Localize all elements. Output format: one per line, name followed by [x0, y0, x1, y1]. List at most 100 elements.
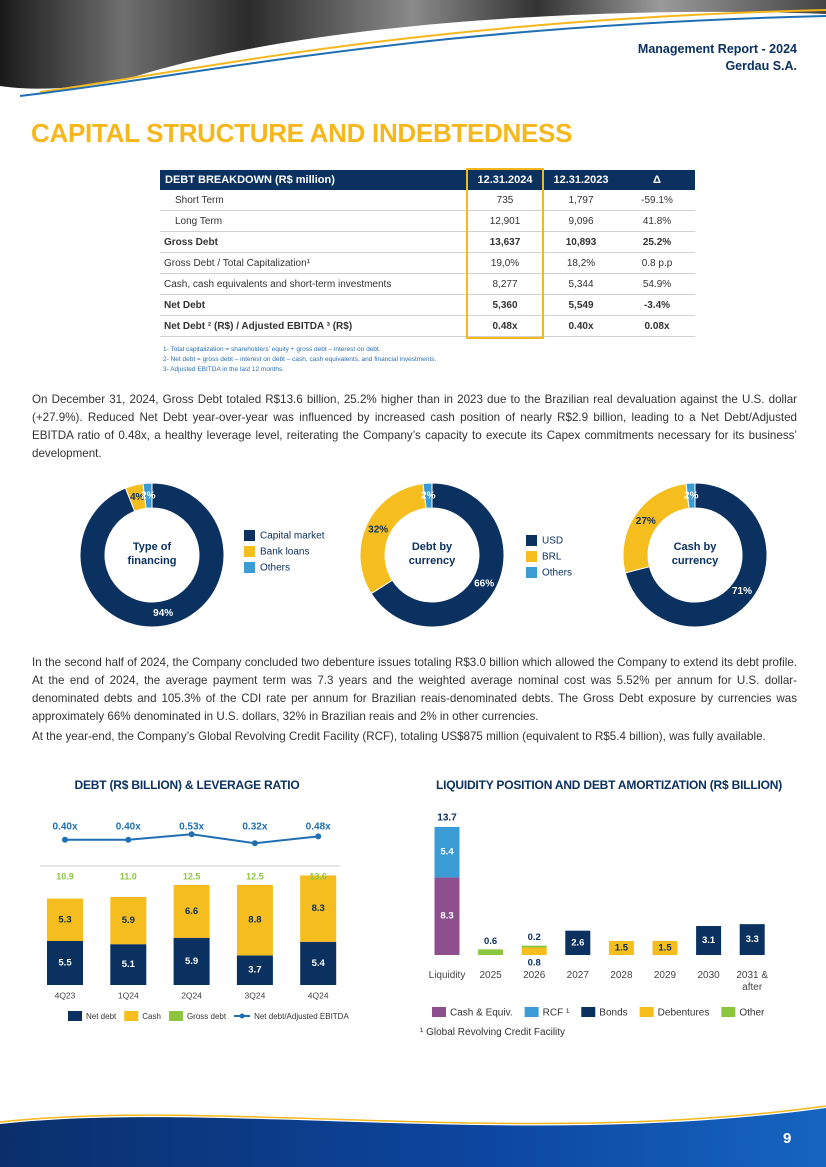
- legend-label: Others: [260, 563, 290, 574]
- bar: [173, 885, 210, 938]
- x-tick-label: 3Q24: [245, 990, 266, 1000]
- line-label: 0.40x: [116, 822, 141, 833]
- pie-center-title: Debt by currency: [408, 541, 456, 567]
- gross-label: 10.9: [56, 871, 74, 881]
- legend-swatch: [168, 1011, 183, 1021]
- page-title: CAPITAL STRUCTURE AND INDEBTEDNESS: [31, 118, 573, 148]
- line-point: [62, 836, 68, 843]
- line-label: 0.32x: [242, 822, 267, 833]
- footnote: 1- Total capitalization = shareholders’ …: [163, 346, 381, 353]
- legend-label: USD: [542, 536, 563, 547]
- table-cell: Long Term: [160, 211, 467, 232]
- line-label: 0.40x: [52, 822, 77, 833]
- pie-label: 71%: [732, 586, 752, 597]
- x-tick-label: 2031 & after: [736, 970, 769, 993]
- legend-label: Other: [739, 1008, 765, 1019]
- bar-label: 0.2: [528, 932, 541, 943]
- x-tick-label: 2029: [653, 970, 677, 981]
- table-cell: 12,901: [467, 211, 543, 232]
- legend-swatch: [526, 551, 537, 562]
- chart-title: DEBT (R$ BILLION) & LEVERAGE RATIO: [75, 778, 300, 792]
- table-cell: 19,0%: [467, 253, 543, 274]
- bar: [173, 937, 210, 985]
- x-tick-label: Liquidity: [428, 970, 466, 981]
- bar: [565, 930, 591, 955]
- bar-label: 3.3: [746, 934, 759, 945]
- table-cell: 25.2%: [619, 232, 695, 253]
- legend-label: Capital market: [260, 531, 325, 542]
- legend-label: Cash & Equiv.: [450, 1008, 513, 1019]
- pie-slice: [79, 482, 225, 628]
- bar-label: 8.8: [248, 915, 261, 926]
- bar: [478, 949, 504, 955]
- table-cell: 8,277: [467, 274, 543, 295]
- chart-title: LIQUIDITY POSITION AND DEBT AMORTIZATION…: [436, 778, 782, 792]
- x-tick-label: 2028: [610, 970, 633, 981]
- bar-label: 5.4: [312, 958, 326, 969]
- pie-center-title: Type of financing: [127, 541, 177, 567]
- page-number: 9: [783, 1130, 792, 1147]
- bar-label: 8.3: [312, 903, 325, 914]
- legend-swatch: [244, 530, 255, 541]
- footer-wave: [0, 1108, 826, 1167]
- bar: [434, 877, 460, 955]
- header-report: Management Report - 2024: [637, 42, 797, 56]
- bar: [110, 897, 147, 945]
- table-header-cell: DEBT BREAKDOWN (R$ million): [165, 174, 335, 186]
- gross-label: 11.0: [120, 871, 137, 881]
- pie-label: 66%: [474, 578, 494, 589]
- table-cell: -59.1%: [619, 190, 695, 211]
- pie-slice: [142, 482, 153, 509]
- line-point: [188, 831, 195, 838]
- legend-swatch: [432, 1007, 446, 1017]
- bar: [300, 875, 337, 942]
- total-label: 13.7: [437, 813, 457, 824]
- bar: [608, 940, 634, 955]
- bar-label: 1.5: [615, 943, 629, 954]
- pie-label: 94%: [153, 608, 173, 619]
- table-cell: 0.40x: [543, 316, 619, 337]
- header-company: Gerdau S.A.: [725, 59, 797, 73]
- pie-label: 2%: [141, 490, 156, 501]
- bar: [696, 926, 722, 955]
- table-header-cell: Δ: [653, 174, 661, 186]
- swoosh: [39, 9, 826, 93]
- table-cell: -3.4%: [619, 295, 695, 316]
- line-label: 0.53x: [179, 822, 204, 833]
- legend-label: Net debt/Adjusted EBITDA: [254, 1012, 349, 1021]
- legend-label: Debentures: [658, 1008, 710, 1019]
- bar: [521, 945, 547, 948]
- table-cell: 9,096: [543, 211, 619, 232]
- bar-label: 5.5: [58, 958, 72, 969]
- bar-label: 2.6: [571, 937, 584, 948]
- x-tick-label: 1Q24: [118, 990, 139, 1000]
- table-cell: 735: [467, 190, 543, 211]
- legend-swatch: [581, 1007, 596, 1017]
- paragraph: At the year-end, the Company’s Global Re…: [32, 730, 766, 743]
- legend-label: Cash: [142, 1012, 161, 1021]
- bar: [300, 941, 337, 985]
- legend-label: RCF ¹: [543, 1008, 570, 1019]
- bar: [236, 885, 273, 956]
- table-cell: 0.48x: [467, 316, 543, 337]
- legend-swatch: [526, 535, 537, 546]
- table-cell: 0.08x: [619, 316, 695, 337]
- bar-label: 8.3: [440, 911, 453, 922]
- x-tick-label: 2Q24: [181, 990, 202, 1000]
- pie-label: 4%: [130, 492, 145, 503]
- bar: [434, 826, 460, 878]
- swoosh: [19, 15, 826, 97]
- bar-label: 5.1: [122, 959, 136, 970]
- line-label: 0.48x: [306, 822, 331, 833]
- bar-label: 0.8: [528, 958, 541, 969]
- x-tick-label: 2025: [479, 970, 502, 981]
- bar-label: 3.1: [702, 935, 716, 946]
- line-point: [125, 836, 132, 843]
- pie-slice: [359, 483, 427, 595]
- bar-label: 0.6: [484, 936, 497, 947]
- bar: [739, 924, 765, 955]
- table-cell: Cash, cash equivalents and short-term in…: [160, 274, 467, 295]
- pie-label: 32%: [368, 524, 388, 535]
